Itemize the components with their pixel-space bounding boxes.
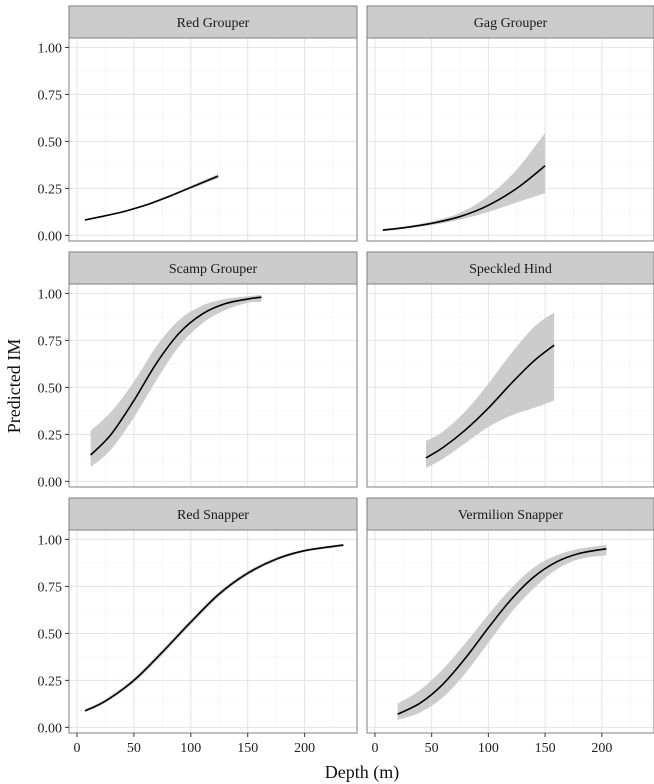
y-tick-label: 0.50 [38, 627, 63, 642]
panel-gag-grouper: Gag Grouper [366, 5, 654, 242]
strip-red-grouper [68, 5, 358, 39]
y-tick-label: 0.75 [38, 580, 63, 595]
panel-border [366, 529, 654, 734]
y-tick-label: 0.25 [38, 674, 63, 689]
x-tick-label: 0 [73, 741, 80, 756]
strip-scamp-grouper [68, 251, 358, 285]
fit-line-red-grouper [84, 175, 219, 221]
strip-speckled-hind [366, 251, 654, 285]
strip-gag-grouper [366, 5, 654, 39]
strip-label-gag-grouper: Gag Grouper [474, 16, 548, 31]
y-tick-label: 0.25 [38, 182, 63, 197]
x-tick-label: 100 [478, 741, 499, 756]
panel-border [366, 37, 654, 242]
panel-speckled-hind: Speckled Hind [366, 251, 654, 488]
strip-label-red-grouper: Red Grouper [177, 16, 250, 31]
panel-border [68, 37, 358, 242]
panel-scamp-grouper: Scamp Grouper [68, 251, 358, 488]
fit-line-speckled-hind [425, 344, 555, 459]
y-tick-label: 1.00 [38, 533, 63, 548]
y-tick-label: 1.00 [38, 41, 63, 56]
x-tick-label: 50 [425, 741, 439, 756]
y-tick-label: 0.25 [38, 428, 63, 443]
x-tick-label: 150 [535, 741, 556, 756]
panel-red-grouper: Red Grouper [68, 5, 358, 242]
x-axis-title: Depth (m) [325, 762, 399, 783]
fit-line-red-snapper [84, 544, 344, 712]
x-tick-label: 100 [180, 741, 201, 756]
panel-background [69, 284, 357, 487]
fit-line-gag-grouper [382, 165, 546, 231]
fit-line-scamp-grouper [90, 296, 262, 456]
y-tick-label: 0.75 [38, 334, 63, 349]
panel-background [367, 38, 654, 241]
y-tick-label: 0.50 [38, 381, 63, 396]
fit-line-vermilion-snapper [397, 548, 607, 715]
x-tick-label: 200 [591, 741, 612, 756]
y-axis: 0.00 0.25 0.50 0.75 1.00 0.00 0.25 0.50 0.75 1.00… [38, 41, 69, 736]
y-tick-label: 0.75 [38, 88, 63, 103]
panels-layer: Red Grouper Gag Grouper Scamp Grouper Speck… [68, 5, 654, 734]
x-axis: 0 50 100 150 200 0 50 100 150 200 [73, 733, 612, 756]
panel-border [68, 529, 358, 734]
panel-border [68, 283, 358, 488]
strip-vermilion-snapper [366, 497, 654, 531]
confidence-band-gag-grouper [382, 132, 546, 232]
y-tick-label: 0.00 [38, 721, 63, 736]
strip-red-snapper [68, 497, 358, 531]
confidence-band-scamp-grouper [90, 294, 262, 468]
confidence-band-speckled-hind [425, 312, 555, 469]
strip-label-vermilion-snapper: Vermilion Snapper [458, 508, 564, 523]
x-tick-label: 50 [127, 741, 141, 756]
panel-vermilion-snapper: Vermilion Snapper [366, 497, 654, 734]
x-tick-label: 200 [294, 741, 315, 756]
x-tick-label: 150 [237, 741, 258, 756]
strip-label-red-snapper: Red Snapper [177, 508, 249, 523]
panel-border [366, 283, 654, 488]
y-tick-label: 0.50 [38, 135, 63, 150]
panel-background [69, 38, 357, 241]
strip-label-scamp-grouper: Scamp Grouper [169, 262, 258, 277]
y-tick-label: 0.00 [38, 475, 63, 490]
panel-red-snapper: Red Snapper [68, 497, 358, 734]
y-tick-label: 1.00 [38, 287, 63, 302]
y-axis-title: Predicted IM [4, 339, 24, 433]
strip-label-speckled-hind: Speckled Hind [469, 262, 552, 277]
x-tick-label: 0 [371, 741, 378, 756]
panel-background [69, 530, 357, 733]
y-tick-label: 0.00 [38, 229, 63, 244]
